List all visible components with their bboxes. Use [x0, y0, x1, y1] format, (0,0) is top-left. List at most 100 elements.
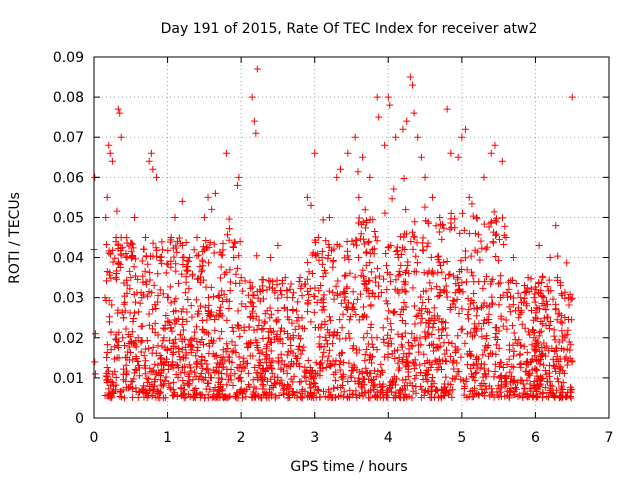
data-point — [267, 390, 275, 398]
data-point — [112, 373, 120, 381]
data-point — [396, 233, 404, 241]
data-point — [126, 349, 134, 357]
data-point — [318, 306, 326, 314]
data-point — [418, 385, 426, 393]
data-point — [473, 360, 481, 368]
data-point — [193, 389, 201, 397]
data-point — [434, 269, 442, 277]
data-point — [557, 290, 565, 298]
data-point — [440, 258, 448, 266]
data-point — [103, 240, 111, 248]
data-point — [204, 391, 212, 399]
data-point — [261, 318, 269, 326]
data-point — [283, 362, 291, 370]
data-point — [298, 393, 306, 401]
data-point — [206, 385, 214, 393]
data-point — [251, 364, 259, 372]
data-point — [254, 346, 262, 354]
data-point — [289, 331, 297, 339]
data-point — [259, 382, 267, 390]
data-point — [196, 338, 204, 346]
data-point — [526, 369, 534, 377]
data-point — [105, 385, 113, 393]
x-tick-label-1: 1 — [163, 430, 172, 446]
data-point-18 — [130, 213, 138, 221]
data-point — [387, 384, 395, 392]
data-point — [387, 326, 395, 334]
data-point — [454, 332, 462, 340]
data-point — [482, 245, 490, 253]
data-point — [474, 231, 482, 239]
data-point-101 — [546, 254, 554, 262]
data-point — [478, 333, 486, 341]
data-point — [465, 306, 473, 314]
data-point-39 — [222, 149, 230, 157]
data-point — [192, 359, 200, 367]
data-point-77 — [410, 109, 418, 117]
data-point-67 — [373, 93, 381, 101]
data-point — [242, 393, 250, 401]
data-point — [182, 239, 190, 247]
data-point — [151, 329, 159, 337]
data-point — [315, 387, 323, 395]
x-tick-label-6: 6 — [531, 430, 540, 446]
data-point — [424, 308, 432, 316]
data-point — [153, 252, 161, 260]
data-point — [195, 307, 203, 315]
data-point — [496, 279, 504, 287]
data-point — [526, 380, 534, 388]
data-point — [487, 277, 495, 285]
data-point — [305, 393, 313, 401]
data-point — [118, 244, 126, 252]
data-point — [146, 276, 154, 284]
data-point — [269, 327, 277, 335]
data-point — [319, 387, 327, 395]
data-point — [340, 388, 348, 396]
data-point — [202, 283, 210, 291]
data-point — [471, 369, 479, 377]
data-point — [278, 279, 286, 287]
data-point — [231, 341, 239, 349]
data-point — [265, 394, 273, 402]
data-point — [442, 357, 450, 365]
data-point — [169, 339, 177, 347]
data-point — [263, 307, 271, 315]
data-point — [138, 257, 146, 265]
data-point — [456, 268, 464, 276]
data-point — [213, 359, 221, 367]
data-point — [291, 325, 299, 333]
data-point — [361, 357, 369, 365]
data-point — [337, 299, 345, 307]
data-point-93 — [498, 157, 506, 165]
data-point — [260, 319, 268, 327]
data-point — [296, 335, 304, 343]
data-point — [552, 222, 560, 230]
data-point — [320, 348, 328, 356]
data-point — [274, 294, 282, 302]
data-point — [344, 299, 352, 307]
data-point — [379, 383, 387, 391]
data-point — [497, 359, 505, 367]
data-point — [200, 246, 208, 254]
data-point — [498, 214, 506, 222]
data-point — [229, 382, 237, 390]
data-point — [336, 242, 344, 250]
data-point — [495, 301, 503, 309]
data-point — [206, 239, 214, 247]
data-point — [184, 390, 192, 398]
data-point — [205, 301, 213, 309]
data-point — [412, 389, 420, 397]
data-point — [296, 378, 304, 386]
data-point — [325, 287, 333, 295]
data-point — [173, 237, 181, 245]
data-point — [410, 302, 418, 310]
data-point — [482, 273, 490, 281]
data-point — [411, 320, 419, 328]
data-point — [394, 272, 402, 280]
data-point — [391, 347, 399, 355]
data-point — [530, 294, 538, 302]
data-point-71 — [386, 101, 394, 109]
data-point — [442, 386, 450, 394]
data-point — [518, 320, 526, 328]
data-point-94 — [502, 234, 510, 241]
